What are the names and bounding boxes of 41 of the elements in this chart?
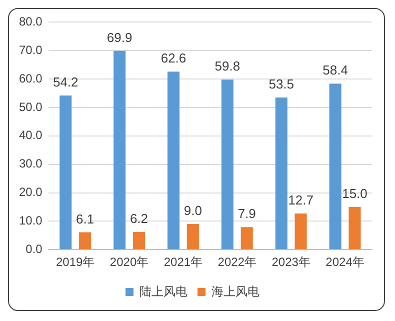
data-label: 6.1 (76, 211, 94, 226)
bar (240, 227, 253, 250)
bar (167, 72, 180, 250)
bar (186, 224, 199, 250)
x-tick-label: 2024年 (326, 255, 364, 270)
y-tick-label: 50.0 (18, 100, 43, 114)
data-label: 12.7 (288, 192, 314, 208)
bar (132, 232, 145, 250)
y-tick-label: 60.0 (18, 71, 43, 86)
data-label: 9.0 (184, 203, 202, 218)
x-tick-label: 2022年 (218, 255, 256, 270)
data-label: 58.4 (322, 62, 348, 78)
data-label: 15.0 (342, 186, 368, 202)
y-tick-label: 30.0 (18, 156, 43, 171)
bar (79, 232, 92, 250)
bar (221, 80, 234, 250)
legend-label: 陆上风电 (140, 284, 188, 298)
bar (348, 206, 361, 250)
data-label: 53.5 (268, 76, 294, 92)
x-tick-label: 2021年 (164, 255, 203, 270)
x-tick-label: 2020年 (110, 255, 149, 270)
data-label: 7.9 (238, 206, 256, 222)
x-tick-label: 2019年 (56, 255, 95, 270)
data-label: 62.6 (160, 50, 186, 66)
bar (329, 84, 342, 250)
bar (294, 214, 307, 250)
y-tick-label: 80.0 (18, 14, 43, 29)
data-label: 6.2 (130, 211, 148, 226)
data-label: 54.2 (52, 74, 78, 90)
data-label: 69.9 (106, 30, 132, 45)
x-tick-label: 2023年 (272, 255, 310, 270)
y-tick-label: 20.0 (18, 185, 43, 200)
bar (114, 50, 126, 250)
bar (60, 96, 72, 250)
y-tick-label: 70.0 (18, 42, 43, 57)
legend-label: 海上风电 (212, 284, 260, 298)
y-tick-label: 0.0 (26, 242, 43, 256)
bar (275, 98, 288, 250)
y-tick-label: 10.0 (18, 213, 43, 228)
data-label: 59.8 (214, 58, 240, 74)
y-tick-label: 40.0 (18, 128, 43, 142)
